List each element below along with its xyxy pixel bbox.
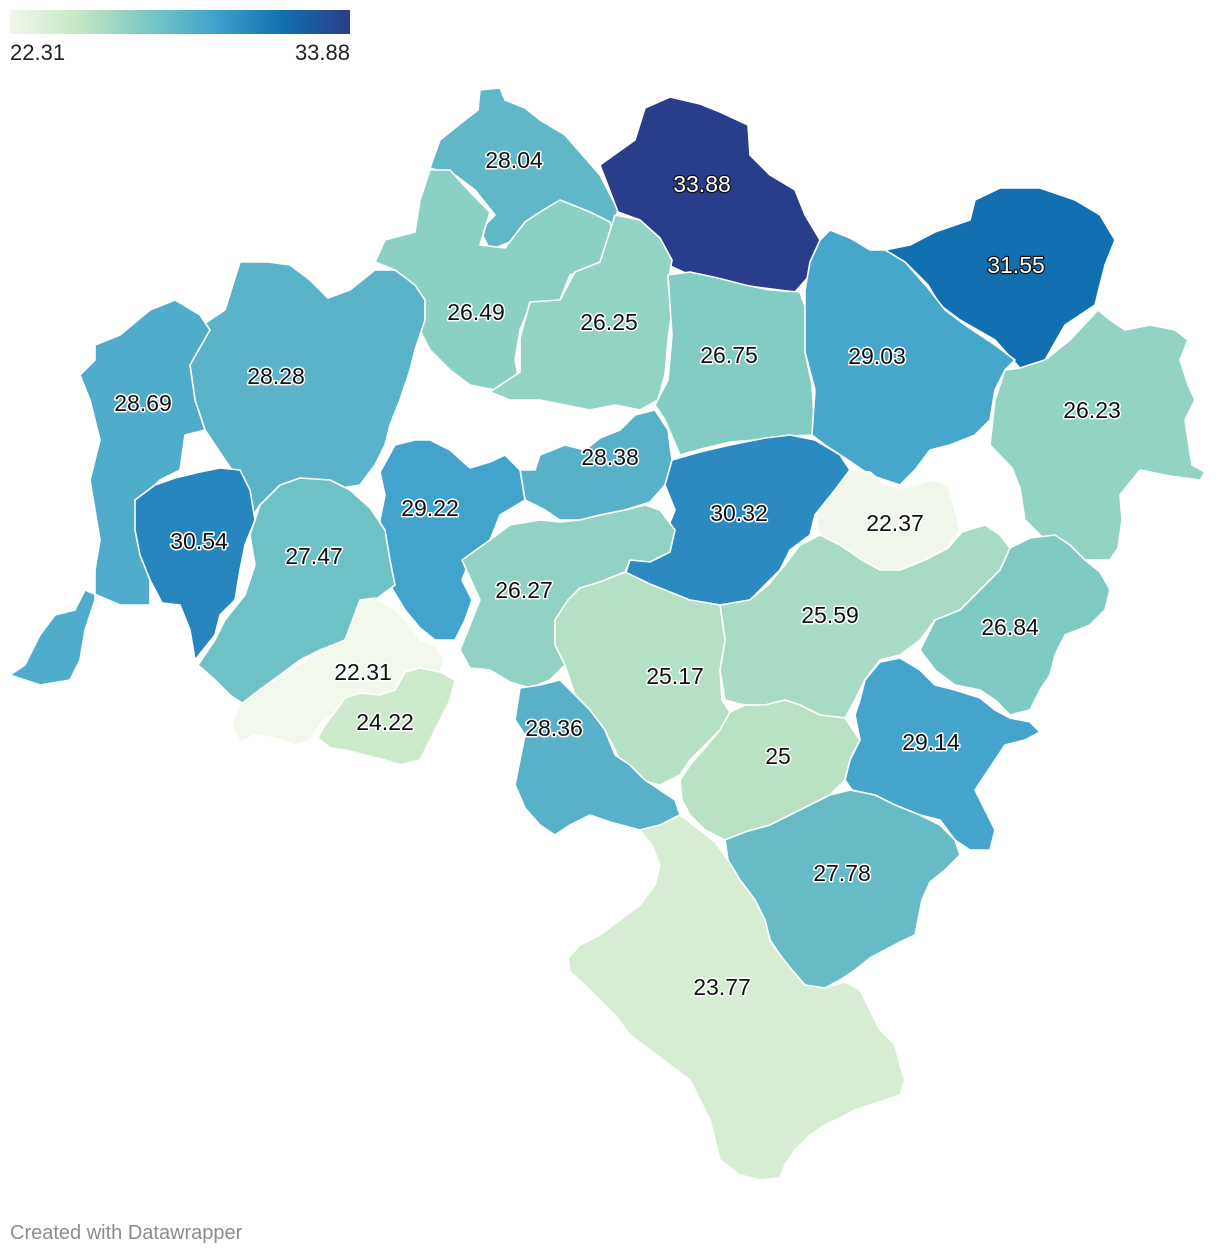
region-value-label: 22.37	[866, 510, 924, 536]
map-region[interactable]	[844, 657, 1041, 851]
region-value-label: 26.25	[580, 309, 638, 335]
color-legend: 22.31 33.88	[10, 10, 350, 65]
datawrapper-credit: Created with Datawrapper	[10, 1222, 243, 1244]
map-region[interactable]	[197, 477, 396, 706]
map-labels: 28.04 33.88 31.55 26.49 26.25 26.75 29.03 26.23…	[113, 146, 1123, 1002]
legend-max-label: 33.88	[294, 40, 350, 65]
region-value-label: 25	[765, 743, 791, 769]
region-value-label: 30.32	[710, 500, 768, 526]
region-value-label: 26.84	[981, 614, 1039, 640]
map-region[interactable]	[567, 814, 906, 1181]
region-value-label: 31.55	[987, 252, 1045, 278]
map-region[interactable]	[134, 467, 256, 661]
region-value-label: 25.17	[646, 663, 704, 689]
region-value-label: 28.69	[114, 390, 172, 416]
map-region[interactable]	[9, 299, 211, 686]
region-value-label: 30.54	[170, 528, 228, 554]
map-region[interactable]	[317, 667, 456, 766]
region-value-label: 26.49	[447, 299, 505, 325]
region-value-label: 33.88	[673, 171, 731, 197]
region-value-label: 26.23	[1063, 397, 1121, 423]
map-region[interactable]	[654, 271, 816, 456]
region-value-label: 24.22	[356, 709, 414, 735]
region-value-label: 28.38	[581, 444, 639, 470]
region-value-label: 28.36	[525, 715, 583, 741]
map-region[interactable]	[884, 187, 1116, 369]
map-region[interactable]	[519, 409, 673, 521]
region-value-label: 23.77	[693, 974, 751, 1000]
region-value-label: 22.31	[334, 659, 392, 685]
region-value-label: 26.27	[495, 577, 553, 603]
map-regions	[9, 87, 1206, 1181]
legend-min-label: 22.31	[10, 40, 66, 65]
legend-gradient-bar	[10, 10, 350, 34]
region-value-label: 26.75	[700, 342, 758, 368]
region-value-label: 28.28	[247, 363, 305, 389]
region-value-label: 27.47	[285, 543, 343, 569]
map-region[interactable]	[919, 534, 1111, 716]
region-value-label: 29.03	[848, 343, 906, 369]
region-value-label: 25.59	[801, 602, 859, 628]
region-value-label: 27.78	[813, 860, 871, 886]
region-value-label: 29.22	[401, 495, 459, 521]
map-region[interactable]	[989, 309, 1206, 561]
region-value-label: 29.14	[902, 729, 960, 755]
region-value-label: 28.04	[485, 147, 543, 173]
